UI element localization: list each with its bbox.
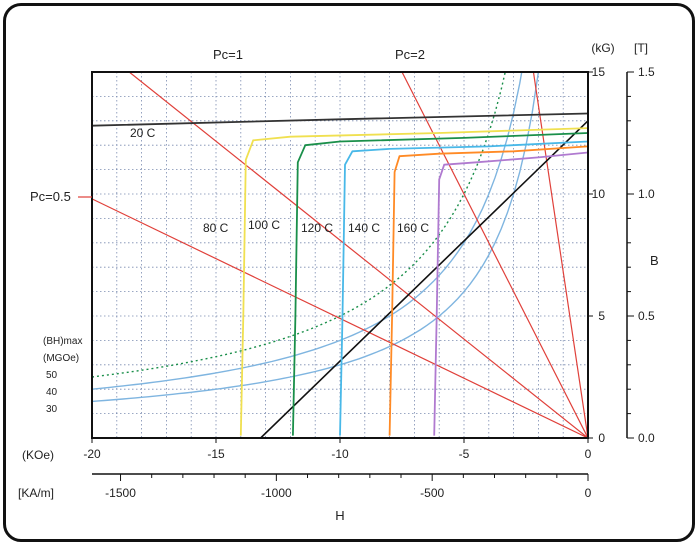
bhmax-value: 50 (46, 370, 58, 381)
series-line (292, 132, 588, 436)
temperature-label: 140 C (348, 221, 380, 235)
permeance-line (401, 72, 588, 438)
y-tick-label-tesla: 1.0 (638, 187, 655, 201)
temperature-label: 160 C (397, 221, 429, 235)
y-tick-label-tesla: 0.0 (638, 431, 655, 445)
x-tick-label-kam: -1000 (261, 486, 292, 500)
pc-label: Pc=1 (213, 47, 243, 62)
permeance-line (92, 198, 588, 438)
x-tick-label-kam: -500 (420, 486, 444, 500)
y-tick-label-kg: 10 (592, 187, 606, 201)
y-tick-label-kg: 5 (598, 309, 605, 323)
y-tick-label-kg: 15 (592, 65, 606, 79)
series-lines (92, 112, 588, 438)
pc-label: Pc=0.5 (30, 189, 71, 204)
pc-label: Pc=2 (395, 47, 425, 62)
bhmax-label: (BH)max (43, 336, 82, 347)
temperature-label: 120 C (301, 221, 333, 235)
y-tick-label-tesla: 0.5 (638, 309, 655, 323)
x-unit-koe: (KOe) (22, 448, 54, 462)
bhmax-value: 40 (46, 387, 58, 398)
temperature-label: 80 C (203, 221, 229, 235)
series-line (92, 112, 588, 127)
x-tick-label-koe: -5 (459, 447, 470, 461)
bh-max-curves (92, 72, 540, 403)
temperature-label: 20 C (130, 126, 156, 140)
x-tick-label-koe: -20 (83, 447, 101, 461)
chart-frame (3, 3, 695, 542)
series-line (433, 151, 588, 436)
series-line (388, 145, 588, 436)
series-line (339, 140, 588, 436)
x-unit-kam: [KA/m] (18, 486, 54, 500)
bhmax-value: 30 (46, 404, 58, 415)
bh-max-curve (92, 72, 506, 378)
y-axis-title: B (650, 253, 659, 268)
bh-max-curve (92, 72, 540, 403)
x-tick-label-koe: -10 (331, 447, 349, 461)
recoil-line (260, 120, 588, 438)
x-axis-title: H (335, 508, 344, 523)
permeance-lines (92, 72, 588, 438)
y-tick-label-kg: 0 (598, 431, 605, 445)
y-tick-label-tesla: 1.5 (638, 65, 655, 79)
y-unit-kg: (kG) (591, 41, 614, 55)
bh-max-curve (92, 72, 523, 390)
x-tick-label-kam: -1500 (105, 486, 136, 500)
x-tick-label-kam: 0 (585, 486, 592, 500)
axes (78, 71, 634, 481)
temperature-label: 100 C (248, 218, 280, 232)
x-tick-label-koe: 0 (585, 447, 592, 461)
labels: -20 -15 -10 -5 0 (KOe) -1500 -1000 -500 0 [KA/m] H 0… (18, 41, 659, 523)
plot-area (91, 71, 589, 439)
permeance-line (128, 72, 588, 438)
bhmax-unit: (MGOe) (43, 353, 79, 364)
grid (92, 72, 588, 438)
x-tick-label-koe: -15 (207, 447, 225, 461)
series-line (239, 127, 588, 436)
permeance-line (532, 72, 588, 438)
y-unit-tesla: [T] (634, 41, 648, 55)
